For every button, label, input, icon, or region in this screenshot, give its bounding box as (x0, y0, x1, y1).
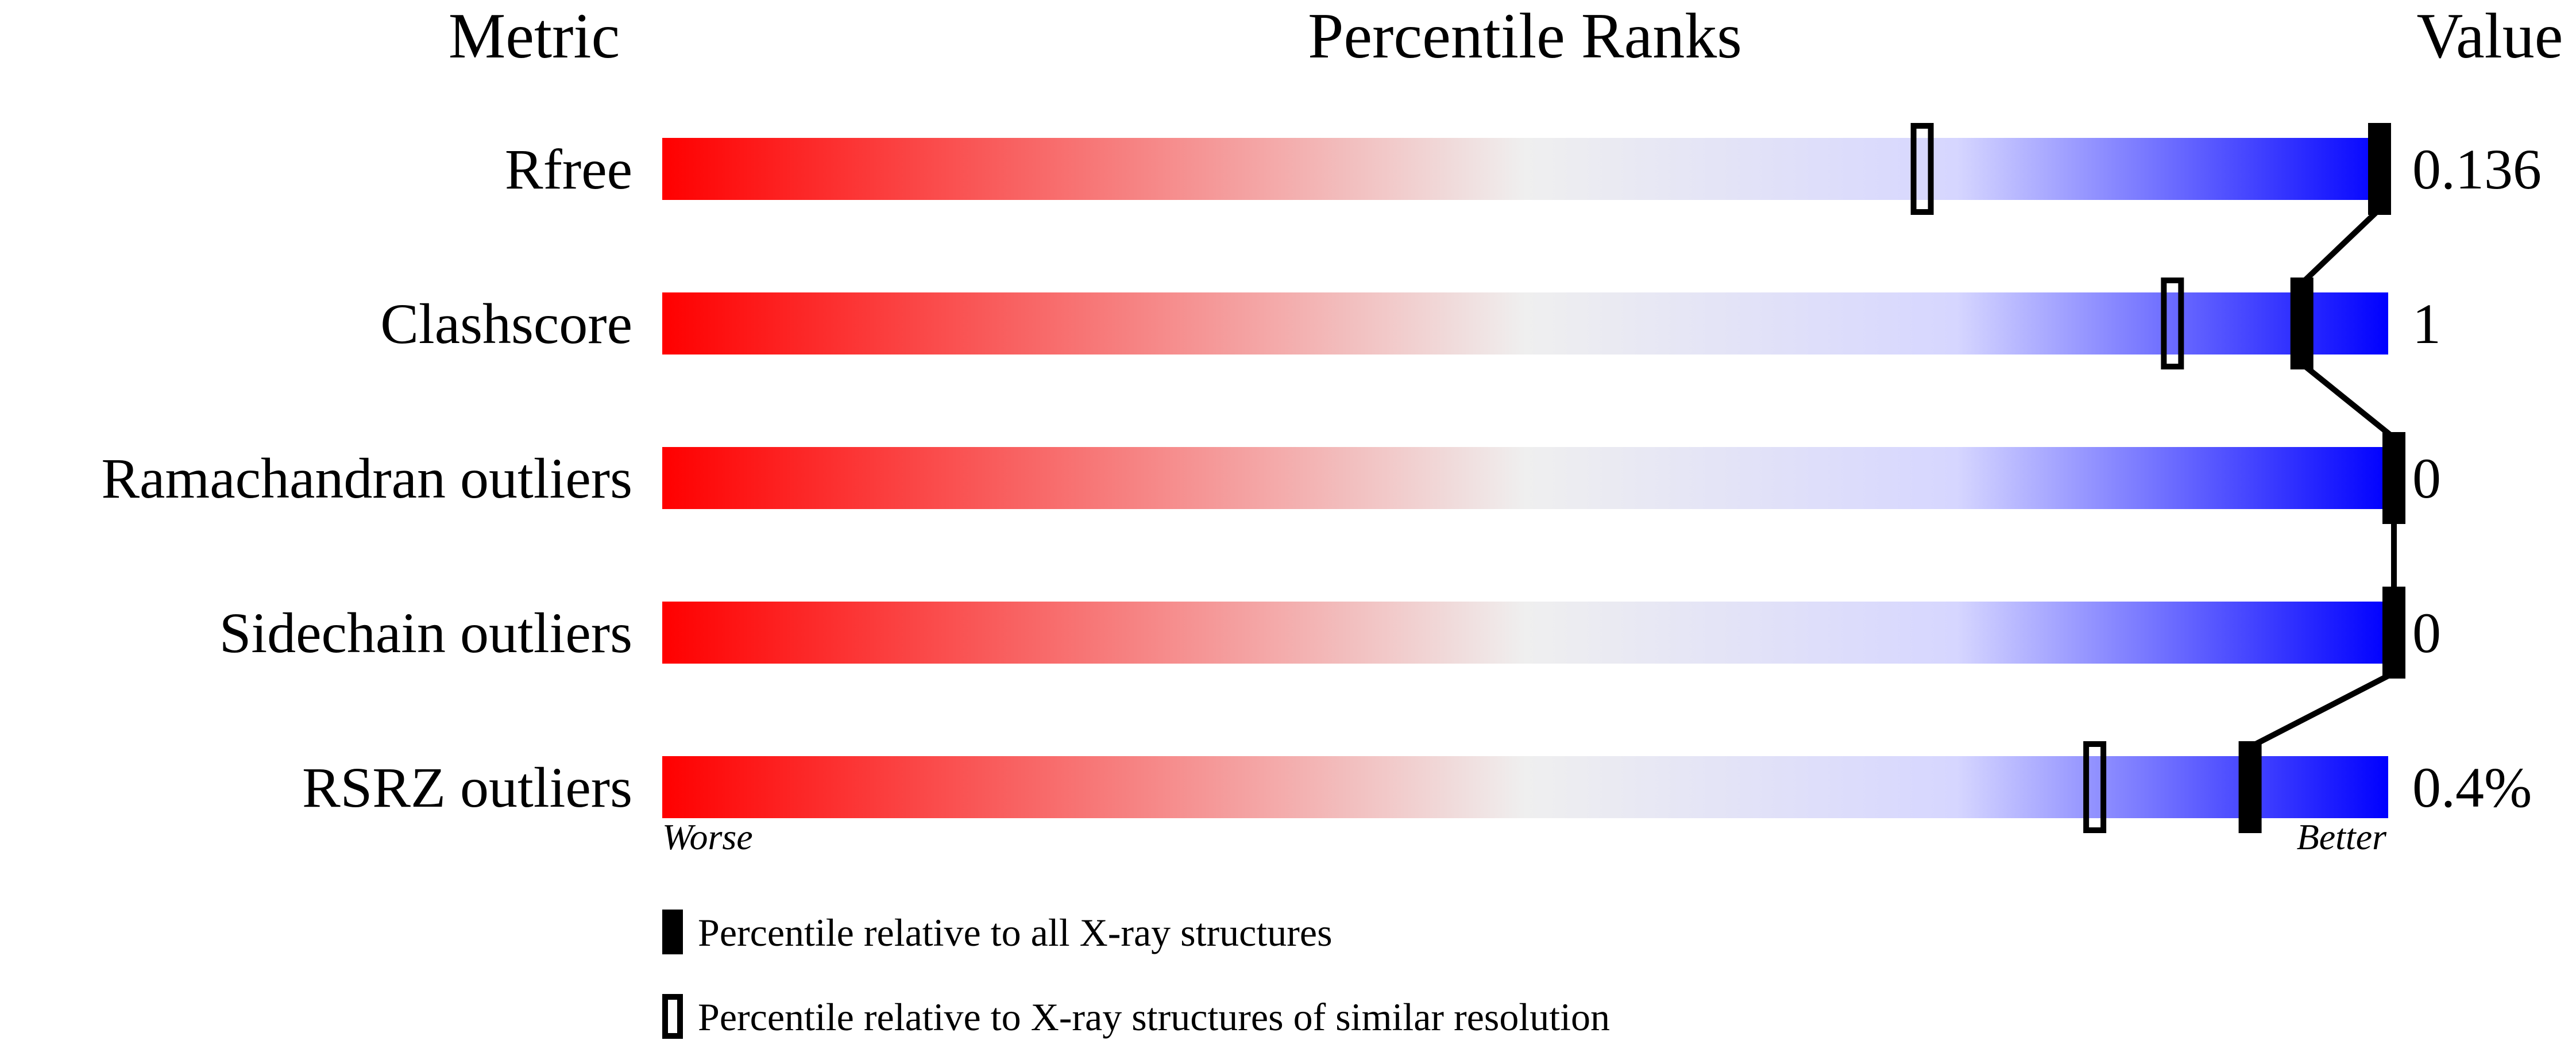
similar-resolution-marker (2083, 741, 2107, 833)
percentile-bar (662, 292, 2388, 355)
metric-row: RSRZ outliers 0.4% (302, 741, 2532, 833)
metric-label: Sidechain outliers (219, 601, 632, 665)
legend-label-similar: Percentile relative to X-ray structures … (698, 995, 1610, 1039)
header-value: Value (2416, 1, 2563, 72)
all-structures-marker (2368, 123, 2391, 215)
similar-resolution-marker (1910, 123, 1934, 215)
legend-label-all: Percentile relative to all X-ray structu… (698, 911, 1333, 954)
metric-value: 0 (2412, 446, 2441, 510)
percentile-bar (662, 447, 2388, 509)
all-structures-marker (2290, 278, 2314, 369)
legend-filled-marker (662, 910, 683, 954)
all-structures-marker (2382, 587, 2405, 679)
metric-value: 0.4% (2412, 756, 2532, 819)
metric-label: Rfree (505, 137, 632, 201)
metric-value: 0.136 (2412, 137, 2542, 201)
header-percentile-ranks: Percentile Ranks (1308, 1, 1742, 72)
marker-connector-line (2249, 670, 2396, 750)
percentile-bar (662, 138, 2388, 200)
axis-label-worse: Worse (662, 816, 753, 857)
all-structures-marker (2238, 741, 2262, 833)
percentile-bar (662, 756, 2388, 818)
metric-row: Clashscore 1 (380, 278, 2441, 369)
similar-resolution-marker (2161, 278, 2184, 369)
metric-label: Clashscore (380, 292, 632, 356)
all-structures-marker (2382, 432, 2405, 524)
marker-connector-line (2300, 361, 2396, 440)
percentile-bar (662, 602, 2388, 664)
metric-row: Ramachandran outliers 0 (101, 432, 2441, 524)
marker-connector-line (2300, 207, 2382, 286)
header-metric: Metric (449, 1, 620, 72)
metric-value: 0 (2412, 601, 2441, 665)
metric-value: 1 (2412, 292, 2441, 356)
metric-label: RSRZ outliers (302, 756, 632, 819)
axis-label-better: Better (2297, 816, 2387, 857)
metric-label: Ramachandran outliers (101, 446, 632, 510)
metric-row: Rfree 0.136 (505, 123, 2542, 215)
legend-open-marker (662, 994, 683, 1039)
metric-row: Sidechain outliers 0 (219, 587, 2441, 679)
